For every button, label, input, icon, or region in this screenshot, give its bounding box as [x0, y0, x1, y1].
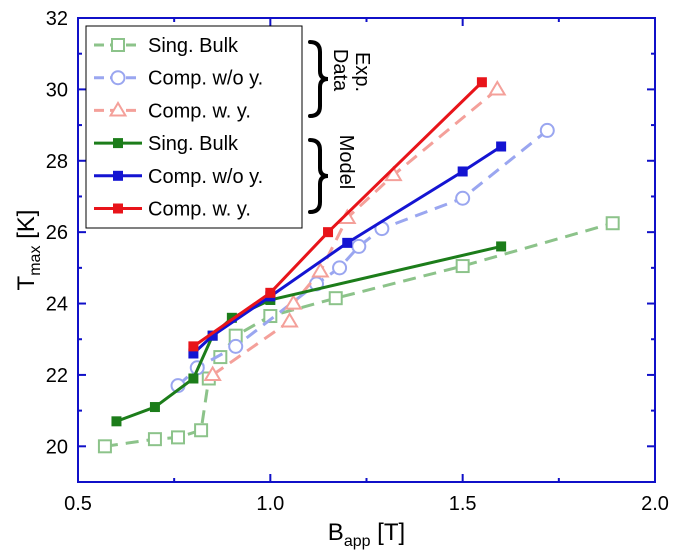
legend-entry: Comp. w. y. — [94, 100, 251, 122]
data-point — [311, 262, 330, 278]
data-point — [194, 423, 209, 438]
legend-entry: Comp. w. y. — [94, 199, 251, 221]
data-point — [488, 80, 507, 96]
data-point — [265, 287, 276, 298]
y-tick-label: 32 — [46, 8, 68, 30]
y-tick-label: 20 — [46, 436, 68, 458]
legend-label: Comp. w/o y. — [148, 68, 263, 90]
data-point — [496, 241, 507, 252]
legend-entry: Comp. w/o y. — [94, 166, 263, 188]
legend-box — [85, 25, 303, 229]
data-point — [203, 365, 222, 382]
data-point — [97, 439, 112, 454]
series-exp-comp-w-y- — [203, 80, 507, 382]
data-point — [323, 227, 334, 238]
legend-swatch-marker — [108, 101, 128, 117]
data-point — [284, 294, 303, 310]
exp-group-label-line2: Data — [329, 49, 351, 92]
exp-group-label-line1: Exp. — [351, 52, 373, 92]
data-point — [149, 402, 160, 413]
data-point — [188, 341, 199, 352]
data-point — [228, 338, 244, 354]
data-point — [605, 216, 620, 231]
data-point — [455, 190, 471, 206]
x-axis-label-unit: [T] — [371, 519, 406, 546]
data-point — [111, 416, 122, 427]
x-tick-label: 2.0 — [641, 493, 669, 515]
data-point — [455, 259, 470, 274]
legend-label: Comp. w/o y. — [148, 166, 263, 188]
x-tick-label: 1.0 — [256, 493, 284, 515]
data-point — [188, 348, 199, 359]
data-point — [496, 141, 507, 152]
y-tick-label: 30 — [46, 79, 68, 101]
data-point — [207, 330, 218, 341]
series-model-comp-w-y- — [188, 77, 487, 352]
series-line — [115, 244, 502, 423]
legend-swatch-marker — [110, 70, 126, 86]
legend-label: Comp. w. y. — [148, 100, 251, 122]
model-group-label: Model — [335, 135, 357, 189]
exp-group-brace — [308, 40, 329, 118]
y-axis-label-main: T — [13, 275, 40, 290]
data-point — [457, 166, 468, 177]
plot-marks — [97, 77, 620, 454]
legend-swatch-marker — [113, 170, 123, 181]
x-tick-label: 1.5 — [449, 493, 477, 515]
y-tick-label: 24 — [46, 294, 68, 316]
legend-swatch-marker — [113, 138, 123, 149]
y-tick-label: 28 — [46, 151, 68, 173]
data-point — [147, 432, 162, 447]
series-line — [104, 221, 614, 448]
y-tick-label: 22 — [46, 365, 68, 387]
data-point — [280, 312, 299, 328]
legend-entry: Sing. Bulk — [94, 35, 239, 57]
legend-entry: Sing. Bulk — [94, 133, 239, 155]
legend-label: Sing. Bulk — [148, 133, 239, 155]
legend-entry: Comp. w/o y. — [94, 68, 263, 90]
data-point — [332, 260, 348, 276]
data-point — [351, 238, 367, 254]
data-point — [476, 77, 487, 88]
y-axis-label-sub: max — [27, 246, 44, 276]
data-point — [342, 237, 353, 248]
legend: Sing. Bulk Comp. w/o y. Comp. w. y. Sing. B… — [85, 25, 373, 229]
y-axis-label: Tmax [K] — [13, 210, 44, 291]
x-axis-label-sub: app — [344, 533, 371, 550]
legend-label: Comp. w. y. — [148, 199, 251, 221]
x-axis-label-main: B — [328, 519, 344, 546]
x-axis-label: Bapp [T] — [328, 519, 405, 550]
axes: 0.5 1.0 1.5 2.0 20 22 24 26 28 30 32 Bapp [T] Tmax [… — [13, 8, 669, 550]
legend-label: Sing. Bulk — [148, 35, 239, 57]
series-line — [192, 81, 483, 348]
y-tick-label: 26 — [46, 222, 68, 244]
data-point — [328, 291, 343, 306]
legend-swatch-marker — [111, 38, 125, 52]
x-tick-label: 0.5 — [64, 493, 92, 515]
model-group-brace — [308, 138, 329, 214]
y-axis-label-unit: [K] — [13, 210, 40, 246]
data-point — [171, 430, 186, 445]
data-point — [539, 122, 555, 138]
legend-swatch-marker — [113, 203, 123, 214]
data-point — [188, 373, 199, 384]
